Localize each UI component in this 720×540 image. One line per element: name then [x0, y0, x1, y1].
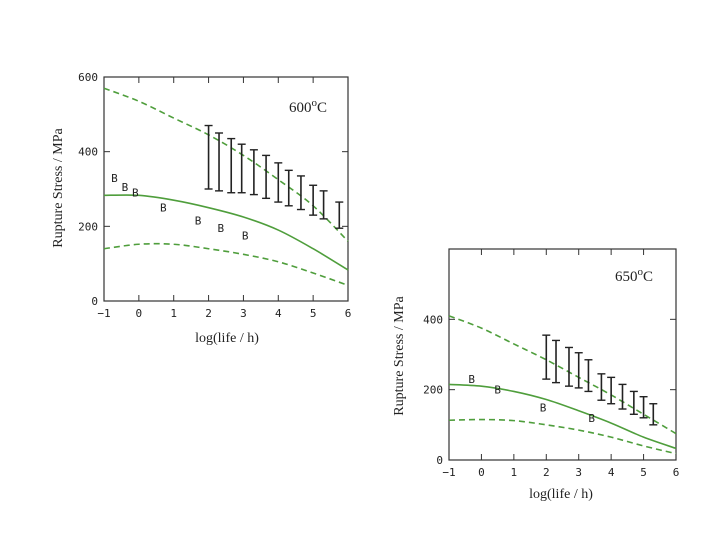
data-point-marker: B: [111, 172, 118, 185]
error-bar: [274, 162, 283, 203]
data-point-marker: B: [540, 401, 547, 414]
temperature-value: 600: [289, 100, 312, 116]
degree-sign: o: [312, 97, 318, 109]
error-bar: [564, 346, 573, 387]
temperature-value: 650: [615, 269, 638, 285]
error-bar: [237, 143, 246, 194]
mean-curve: [103, 194, 349, 271]
data-point-marker: B: [132, 187, 139, 200]
y-tick-label: 200: [423, 384, 443, 397]
plot-frame: [103, 76, 349, 302]
x-tick-label: 3: [240, 307, 247, 320]
error-bar: [597, 373, 606, 401]
x-tick-label: 0: [136, 307, 143, 320]
error-bar: [584, 359, 593, 393]
y-tick-label: 200: [78, 220, 98, 233]
x-tick-label: 2: [205, 307, 212, 320]
x-tick-label: 1: [511, 466, 518, 479]
data-point-marker: B: [242, 230, 249, 243]
x-tick-label: 3: [575, 466, 582, 479]
plot-frame: [448, 248, 677, 461]
data-point-marker: B: [494, 384, 501, 397]
data-point-marker: B: [588, 412, 595, 425]
error-bar: [607, 376, 616, 405]
bound-curve-1: [103, 87, 349, 242]
error-bar: [649, 403, 658, 426]
error-bar: [309, 184, 318, 216]
temperature-annotation: 600oC: [289, 97, 327, 116]
data-point-marker: B: [195, 215, 202, 228]
error-bar: [552, 339, 561, 384]
x-tick-label: 4: [608, 466, 615, 479]
temperature-unit: C: [643, 269, 653, 285]
error-bar: [542, 334, 551, 380]
error-bar: [639, 396, 648, 419]
error-bar: [204, 124, 213, 190]
x-tick-label: 6: [673, 466, 680, 479]
bound-curve-2: [103, 242, 349, 287]
x-axis-label: log(life / h): [529, 487, 593, 502]
error-bar: [574, 352, 583, 389]
error-bar: [284, 169, 293, 207]
y-tick-label: 600: [78, 71, 98, 84]
x-tick-label: 4: [275, 307, 282, 320]
error-bar: [296, 175, 305, 211]
y-tick-label: 0: [436, 454, 443, 467]
temperature-unit: C: [317, 100, 327, 116]
x-tick-label: 5: [640, 466, 647, 479]
y-axis-label: Rupture Stress / MPa: [51, 128, 66, 248]
mean-curve: [448, 383, 677, 450]
y-tick-label: 400: [78, 146, 98, 159]
y-tick-label: 0: [91, 295, 98, 308]
y-axis-label: Rupture Stress / MPa: [392, 296, 407, 416]
error-bar: [249, 149, 258, 196]
data-point-marker: B: [160, 202, 167, 215]
error-bar: [629, 390, 638, 415]
error-bar: [227, 137, 236, 194]
bound-curve-2: [448, 418, 677, 455]
error-bar: [618, 383, 627, 410]
degree-sign: o: [638, 266, 644, 278]
data-point-marker: B: [217, 222, 224, 235]
x-tick-label: 0: [478, 466, 485, 479]
y-tick-label: 400: [423, 313, 443, 326]
error-bar: [262, 154, 271, 200]
error-bar: [319, 190, 328, 220]
data-point-marker: B: [122, 181, 129, 194]
x-tick-label: 5: [310, 307, 317, 320]
bound-curve-1: [448, 315, 677, 435]
data-point-marker: B: [468, 373, 475, 386]
x-tick-label: 6: [345, 307, 352, 320]
x-tick-label: −1: [97, 307, 110, 320]
x-tick-label: 2: [543, 466, 550, 479]
temperature-annotation: 650oC: [615, 266, 653, 285]
error-bar: [335, 201, 344, 229]
x-axis-label: log(life / h): [195, 331, 259, 346]
error-bar: [215, 132, 224, 192]
x-tick-label: −1: [442, 466, 455, 479]
x-tick-label: 1: [170, 307, 177, 320]
